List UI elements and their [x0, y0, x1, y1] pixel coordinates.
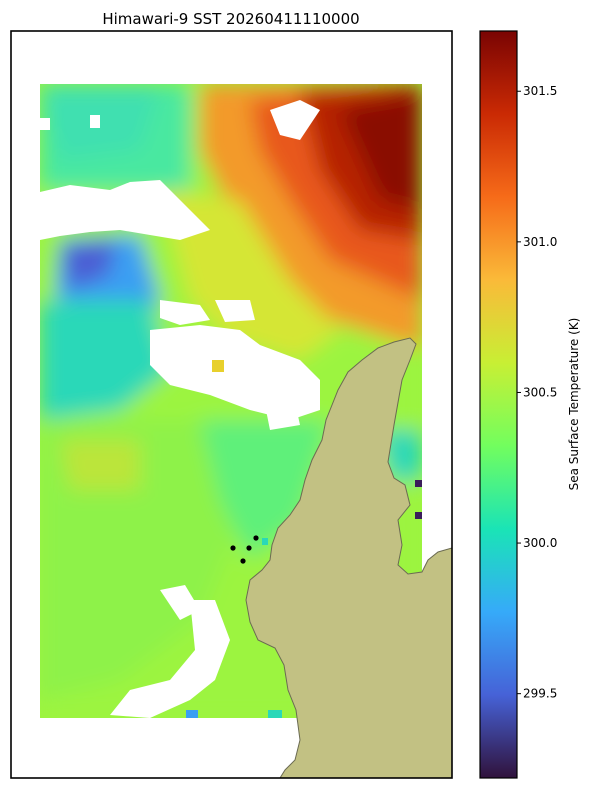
- sst-pixel: [186, 710, 198, 718]
- point-marker: [240, 558, 246, 564]
- sst-warm-pixel: [212, 360, 224, 372]
- colorbar-tick-label: 300.5: [523, 385, 557, 399]
- colorbar-gradient: [480, 31, 517, 778]
- colorbar-tick-label: 299.5: [523, 687, 557, 701]
- colorbar-tick-label: 301.0: [523, 235, 557, 249]
- colorbar-ticks: 299.5 300.0 300.5 301.0 301.5: [517, 84, 557, 701]
- point-markers: [230, 535, 259, 564]
- map-panel: [11, 31, 452, 778]
- land-mass: [245, 337, 452, 778]
- colorbar-tick-label: 300.0: [523, 536, 557, 550]
- point-marker: [230, 545, 236, 551]
- figure-title: Himawari-9 SST 20260411110000: [102, 10, 359, 28]
- colorbar-label: Sea Surface Temperature (K): [567, 318, 581, 491]
- sst-pixel: [268, 710, 282, 718]
- point-marker: [253, 535, 259, 541]
- sst-pixel: [262, 538, 268, 545]
- colorbar-tick-label: 301.5: [523, 84, 557, 98]
- colorbar: 299.5 300.0 300.5 301.0 301.5 Sea Surface Te…: [479, 30, 581, 779]
- map-frame: [10, 30, 453, 779]
- sst-cold-pixel: [415, 512, 422, 519]
- point-marker: [246, 545, 252, 551]
- sst-cold-pixel: [415, 480, 422, 487]
